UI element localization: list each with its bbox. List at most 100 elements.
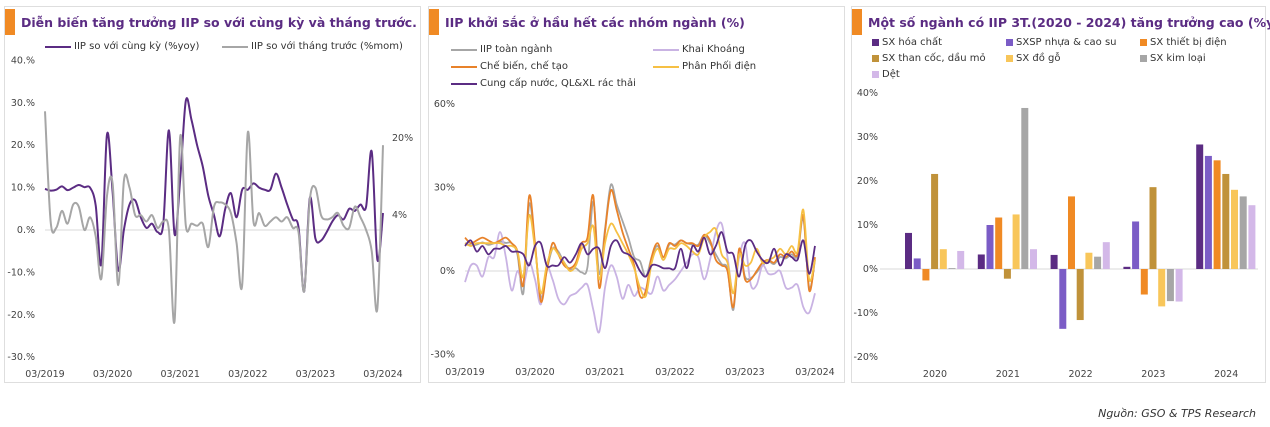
bar	[922, 269, 930, 281]
end-label-mom: 20%	[392, 133, 413, 144]
legend-swatch	[1006, 55, 1013, 62]
legend-label: SX thiết bị điện	[1150, 37, 1227, 48]
x-tick-label: 03/2024	[363, 369, 402, 380]
bar	[1149, 187, 1157, 269]
bar	[1239, 196, 1247, 269]
legend-swatch	[872, 55, 879, 62]
y-tick-label: 10.%	[11, 183, 35, 194]
bar	[1021, 107, 1029, 270]
legend-item: SX thiết bị điện	[1140, 37, 1227, 48]
x-tick-label: 03/2021	[160, 369, 199, 380]
x-tick-label: 2020	[923, 369, 947, 380]
legend-label: Dệt	[882, 69, 900, 80]
series-line	[464, 221, 816, 334]
bar	[948, 268, 956, 269]
legend-label: IIP so với cùng kỳ (%yoy)	[74, 41, 200, 52]
bar	[905, 232, 912, 269]
x-tick-label: 03/2019	[445, 367, 484, 378]
series-line	[44, 111, 384, 324]
legend-label: SX hóa chất	[882, 37, 943, 48]
chart-panel-yoy-mom: Diễn biến tăng trưởng IIP so với cùng kỳ…	[4, 6, 421, 383]
legend-label: IIP toàn ngành	[480, 44, 553, 55]
legend-swatch	[872, 39, 879, 46]
legend-label: Chế biến, chế tạo	[480, 61, 568, 72]
y-tick-label: 60%	[434, 99, 455, 110]
legend-label: IIP so với tháng trước (%mom)	[251, 41, 403, 52]
y-tick-label: 0%	[440, 266, 455, 277]
bar	[913, 258, 921, 269]
x-tick-label: 03/2020	[93, 369, 132, 380]
title-marker	[852, 9, 862, 35]
bar	[1068, 196, 1075, 269]
legend-item: SX kim loại	[1140, 53, 1206, 64]
bar	[931, 173, 939, 269]
bar	[1050, 254, 1058, 269]
legend-line	[653, 48, 679, 51]
series-line	[464, 208, 816, 299]
legend-label: SXSP nhựa & cao su	[1016, 37, 1117, 48]
x-tick-label: 2022	[1069, 369, 1093, 380]
y-tick-label: -10.%	[7, 267, 35, 278]
bar	[1030, 249, 1037, 269]
y-tick-label: 10%	[857, 220, 878, 231]
legend-line	[451, 65, 477, 68]
source-note: Nguồn: GSO & TPS Research	[1098, 407, 1256, 420]
legend-item: IIP toàn ngành	[451, 44, 552, 55]
series-line	[464, 231, 816, 278]
series-line	[464, 188, 816, 309]
chart-title-text: Diễn biến tăng trưởng IIP so với cùng kỳ…	[21, 14, 417, 30]
y-tick-label: -30%	[430, 349, 455, 360]
end-label-yoy: 4%	[392, 210, 407, 221]
bar	[1003, 269, 1011, 279]
legend-item: Khai Khoáng	[653, 44, 745, 55]
y-tick-label: 40%	[857, 88, 878, 99]
y-tick-label: 30.%	[11, 98, 35, 109]
legend-item: SXSP nhựa & cao su	[1006, 37, 1117, 48]
bar	[1059, 269, 1067, 329]
y-tick-label: 0%	[863, 264, 878, 275]
bar	[1213, 160, 1221, 269]
legend-label: SX đồ gỗ	[1016, 53, 1061, 64]
legend-line	[222, 45, 248, 48]
legend-line	[451, 48, 477, 51]
y-tick-label: 20%	[857, 176, 878, 187]
chart-panel-sectors: IIP khởi sắc ở hầu hết các nhóm ngành (%…	[428, 6, 845, 383]
x-tick-label: 03/2020	[515, 367, 554, 378]
legend-item: IIP so với tháng trước (%mom)	[222, 41, 403, 52]
y-tick-label: 30%	[857, 132, 878, 143]
legend-item: Cung cấp nước, QL&XL rác thải	[451, 78, 636, 89]
bar	[1094, 256, 1102, 269]
legend-item: Chế biến, chế tạo	[451, 61, 568, 72]
chart-title-text: IIP khởi sắc ở hầu hết các nhóm ngành (%…	[445, 14, 745, 30]
bar	[1175, 269, 1183, 302]
x-tick-label: 03/2019	[25, 369, 64, 380]
legend-label: Phân Phối điện	[682, 61, 757, 72]
bar	[1085, 252, 1093, 269]
y-tick-label: 0.%	[17, 225, 35, 236]
bar	[957, 250, 965, 269]
bar	[986, 225, 994, 269]
bar	[1166, 269, 1174, 302]
legend-line	[45, 45, 71, 48]
legend-item: IIP so với cùng kỳ (%yoy)	[45, 41, 199, 52]
title-marker	[429, 9, 439, 35]
bar	[977, 254, 985, 269]
y-tick-label: -20.%	[7, 310, 35, 321]
legend-item: SX đồ gỗ	[1006, 53, 1061, 64]
legend-swatch	[1140, 55, 1147, 62]
bar	[995, 217, 1003, 269]
x-tick-label: 03/2021	[585, 367, 624, 378]
legend-line	[653, 65, 679, 68]
x-tick-label: 2023	[1141, 369, 1165, 380]
legend-label: SX kim loại	[1150, 53, 1206, 64]
bar	[1248, 205, 1256, 269]
bar	[1196, 144, 1204, 269]
legend-swatch	[872, 71, 879, 78]
x-tick-label: 03/2022	[228, 369, 267, 380]
bar	[1132, 221, 1140, 269]
bar	[1222, 173, 1230, 269]
x-tick-label: 03/2022	[655, 367, 694, 378]
legend-item: SX than cốc, dầu mỏ	[872, 53, 986, 64]
y-tick-label: 40.%	[11, 55, 35, 66]
chart-panel-industries: Một số ngành có IIP 3T.(2020 - 2024) tăn…	[851, 6, 1270, 383]
